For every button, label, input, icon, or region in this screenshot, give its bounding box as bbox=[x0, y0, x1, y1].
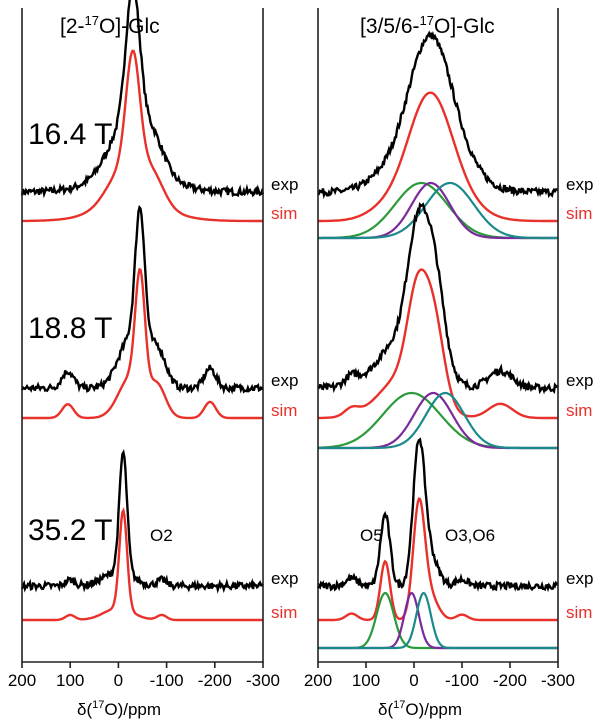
site-label-o2: O2 bbox=[150, 526, 173, 545]
spectrum-panel-right-2 bbox=[316, 437, 559, 650]
sim-label: sim bbox=[566, 204, 592, 223]
x-tick-label: -100 bbox=[445, 671, 479, 690]
axis-frame bbox=[317, 8, 559, 663]
site-label-o5: O5 bbox=[360, 526, 383, 545]
sim-label: sim bbox=[566, 401, 592, 420]
x-axis-right: 200 100 0 -100 -200 -300 bbox=[304, 8, 575, 690]
field-label-18-8: 18.8 T bbox=[28, 312, 113, 345]
spectrum-panel-left-1 bbox=[20, 204, 264, 420]
spectrum-panel-left-2 bbox=[20, 449, 264, 622]
sim-trace bbox=[22, 49, 263, 223]
spectrum-panel-left-0 bbox=[20, 0, 265, 223]
sim-trace bbox=[22, 507, 263, 622]
x-tick-label: 200 bbox=[8, 671, 36, 690]
x-tick-label: 0 bbox=[114, 671, 123, 690]
x-tick-label: -200 bbox=[493, 671, 527, 690]
exp-trace bbox=[317, 30, 559, 200]
sim-label: sim bbox=[566, 603, 592, 622]
exp-label: exp bbox=[271, 371, 298, 390]
exp-label: exp bbox=[271, 569, 298, 588]
exp-label: exp bbox=[566, 175, 593, 194]
spectrum-panel-right-1 bbox=[317, 202, 559, 450]
sim-label: sim bbox=[271, 603, 297, 622]
x-tick-label: -100 bbox=[150, 671, 184, 690]
exp-trace bbox=[20, 0, 265, 199]
component-teal bbox=[318, 391, 558, 450]
x-axis-label-left: δ(17O)/ppm bbox=[77, 699, 161, 719]
field-label-16-4: 16.4 T bbox=[28, 118, 113, 151]
exp-trace bbox=[20, 204, 264, 395]
exp-label: exp bbox=[566, 569, 593, 588]
sim-trace bbox=[318, 91, 558, 223]
x-tick-label: -300 bbox=[541, 671, 575, 690]
component-green bbox=[318, 391, 558, 450]
left-column-title: [2-17O]-Glc bbox=[60, 13, 160, 38]
sim-trace bbox=[318, 268, 558, 420]
sim-label: sim bbox=[271, 401, 297, 420]
sim-trace bbox=[318, 497, 558, 622]
right-column-title: [3/5/6-17O]-Glc bbox=[360, 13, 495, 38]
x-tick-label: -200 bbox=[198, 671, 232, 690]
exp-label: exp bbox=[271, 175, 298, 194]
component-teal bbox=[318, 181, 558, 240]
spectrum-panel-right-0 bbox=[317, 30, 559, 240]
x-tick-label: -300 bbox=[246, 671, 280, 690]
exp-trace bbox=[316, 437, 559, 593]
component-teal bbox=[318, 591, 558, 650]
x-tick-label: 100 bbox=[56, 671, 84, 690]
x-tick-label: 100 bbox=[352, 671, 380, 690]
axis-frame bbox=[21, 8, 264, 663]
x-axis-label-right: δ(17O)/ppm bbox=[378, 699, 462, 719]
exp-trace bbox=[317, 202, 559, 395]
sim-label: sim bbox=[271, 204, 297, 223]
field-label-35-2: 35.2 T bbox=[28, 514, 113, 547]
exp-trace bbox=[20, 449, 264, 594]
site-label-o3-o6: O3,O6 bbox=[445, 526, 495, 545]
x-tick-label: 0 bbox=[409, 671, 418, 690]
x-tick-label: 200 bbox=[304, 671, 332, 690]
exp-label: exp bbox=[566, 371, 593, 390]
sim-trace bbox=[22, 267, 263, 420]
x-axis-left: 200 100 0 -100 -200 -300 bbox=[8, 8, 280, 690]
